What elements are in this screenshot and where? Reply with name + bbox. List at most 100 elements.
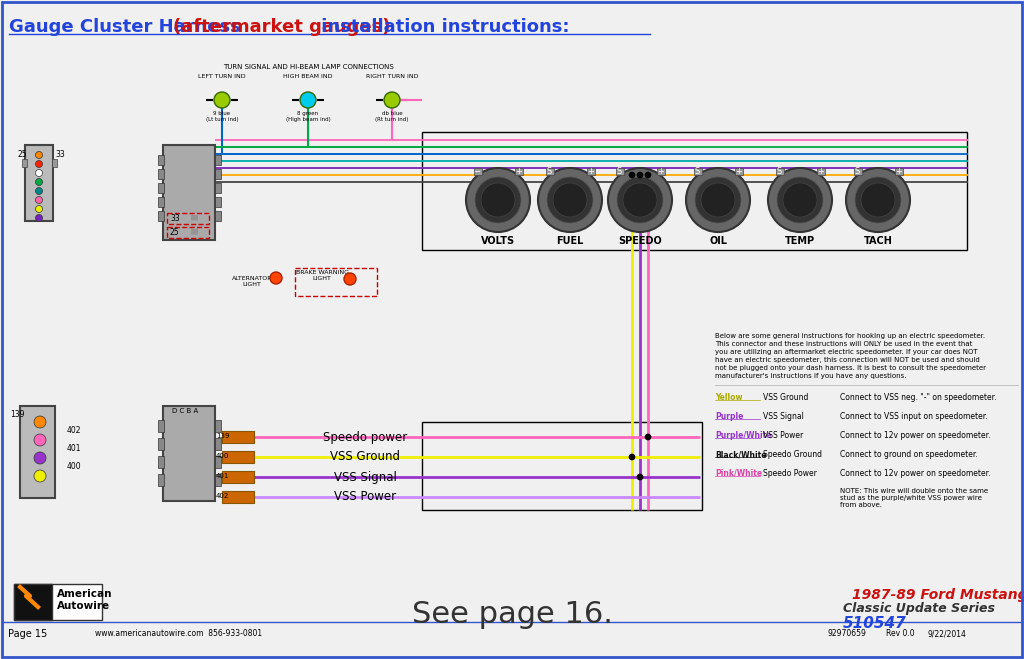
- Text: have an electric speedometer, this connection will NOT be used and should: have an electric speedometer, this conne…: [715, 357, 980, 363]
- Circle shape: [36, 206, 43, 212]
- Circle shape: [34, 434, 46, 446]
- Text: S: S: [616, 167, 622, 177]
- Bar: [215, 438, 221, 450]
- Circle shape: [637, 172, 643, 178]
- Text: TURN SIGNAL AND HI-BEAM LAMP CONNECTIONS: TURN SIGNAL AND HI-BEAM LAMP CONNECTIONS: [222, 64, 393, 70]
- Text: VSS Ground: VSS Ground: [763, 393, 808, 402]
- Bar: [215, 456, 221, 468]
- Circle shape: [300, 92, 316, 108]
- Text: This connector and these instructions will ONLY be used in the event that: This connector and these instructions wi…: [715, 341, 973, 347]
- Text: +: +: [896, 167, 902, 177]
- Circle shape: [36, 169, 43, 177]
- Bar: [215, 183, 221, 193]
- Text: +: +: [515, 167, 522, 177]
- Bar: [215, 474, 221, 486]
- Bar: [587, 168, 595, 175]
- Bar: [158, 183, 164, 193]
- Circle shape: [768, 168, 831, 232]
- Bar: [22, 159, 27, 167]
- Text: 33: 33: [170, 214, 180, 223]
- Circle shape: [270, 272, 282, 284]
- Circle shape: [36, 179, 43, 185]
- Text: 25: 25: [170, 228, 179, 237]
- Bar: [163, 145, 215, 240]
- Text: +: +: [735, 167, 742, 177]
- Bar: [158, 474, 164, 486]
- Circle shape: [36, 214, 43, 221]
- Text: D C B A: D C B A: [172, 408, 199, 414]
- Bar: [158, 211, 164, 221]
- Text: SPEEDO: SPEEDO: [618, 236, 662, 246]
- Circle shape: [481, 183, 515, 217]
- Bar: [616, 168, 624, 175]
- Circle shape: [861, 183, 895, 217]
- Text: 139: 139: [10, 410, 25, 419]
- Bar: [854, 168, 862, 175]
- Text: Below are some general instructions for hooking up an electric speedometer.: Below are some general instructions for …: [715, 333, 985, 339]
- Text: RIGHT TURN IND: RIGHT TURN IND: [366, 74, 418, 79]
- Circle shape: [686, 168, 750, 232]
- Bar: [158, 456, 164, 468]
- Text: Connect to VSS input on speedometer.: Connect to VSS input on speedometer.: [840, 412, 987, 421]
- Bar: [52, 159, 57, 167]
- Circle shape: [34, 416, 46, 428]
- Text: Connect to 12v power on speedometer.: Connect to 12v power on speedometer.: [840, 469, 990, 478]
- Text: 8 green
(High beam ind): 8 green (High beam ind): [286, 111, 331, 122]
- Bar: [817, 168, 825, 175]
- Text: S: S: [547, 167, 552, 177]
- Text: S: S: [854, 167, 859, 177]
- Text: 33: 33: [55, 150, 65, 159]
- Text: 510547: 510547: [843, 616, 906, 631]
- Text: TACH: TACH: [863, 236, 893, 246]
- Bar: [515, 168, 523, 175]
- Text: VSS Power: VSS Power: [763, 431, 803, 440]
- Bar: [20, 406, 55, 498]
- Circle shape: [701, 183, 735, 217]
- Text: OIL: OIL: [709, 236, 727, 246]
- Bar: [474, 168, 482, 175]
- Text: Autowire: Autowire: [57, 601, 111, 611]
- Bar: [167, 227, 209, 238]
- Text: FUEL: FUEL: [556, 236, 584, 246]
- Text: db blue
(Rt turn ind): db blue (Rt turn ind): [376, 111, 409, 122]
- Text: +: +: [817, 167, 824, 177]
- Circle shape: [36, 161, 43, 167]
- Bar: [222, 491, 254, 503]
- Text: ||||: ||||: [190, 214, 198, 219]
- Circle shape: [34, 470, 46, 482]
- Circle shape: [855, 177, 901, 223]
- Bar: [546, 168, 554, 175]
- Text: See page 16.: See page 16.: [412, 600, 612, 629]
- Text: Pink/White: Pink/White: [715, 469, 762, 478]
- Text: American: American: [57, 589, 113, 599]
- Circle shape: [36, 152, 43, 159]
- Text: Page 15: Page 15: [8, 629, 47, 639]
- Circle shape: [475, 177, 521, 223]
- Text: 92970659: 92970659: [828, 629, 867, 639]
- Circle shape: [629, 172, 635, 178]
- Text: you are utilizing an aftermarket electric speedometer. If your car does NOT: you are utilizing an aftermarket electri…: [715, 349, 978, 355]
- Text: Connect to VSS neg. "-" on speedometer.: Connect to VSS neg. "-" on speedometer.: [840, 393, 996, 402]
- Bar: [215, 169, 221, 179]
- Circle shape: [466, 168, 530, 232]
- Text: HIGH BEAM IND: HIGH BEAM IND: [284, 74, 333, 79]
- Text: +: +: [588, 167, 595, 177]
- Text: S: S: [694, 167, 699, 177]
- Bar: [422, 132, 967, 250]
- Text: www.americanautowire.com  856-933-0801: www.americanautowire.com 856-933-0801: [95, 629, 262, 639]
- Bar: [694, 168, 702, 175]
- Circle shape: [777, 177, 823, 223]
- Text: 9/22/2014: 9/22/2014: [928, 629, 967, 639]
- Text: 401: 401: [67, 444, 82, 453]
- Circle shape: [608, 168, 672, 232]
- Bar: [215, 155, 221, 165]
- Circle shape: [637, 474, 643, 480]
- Text: Yellow: Yellow: [715, 393, 742, 402]
- Bar: [735, 168, 743, 175]
- Text: VSS Signal: VSS Signal: [334, 471, 396, 484]
- Text: (aftermarket gauges): (aftermarket gauges): [173, 18, 390, 36]
- Text: not be plugged onto your dash harness. It is best to consult the speedometer: not be plugged onto your dash harness. I…: [715, 365, 986, 371]
- Text: +: +: [657, 167, 665, 177]
- Bar: [295, 268, 377, 296]
- Text: VSS Ground: VSS Ground: [330, 451, 400, 463]
